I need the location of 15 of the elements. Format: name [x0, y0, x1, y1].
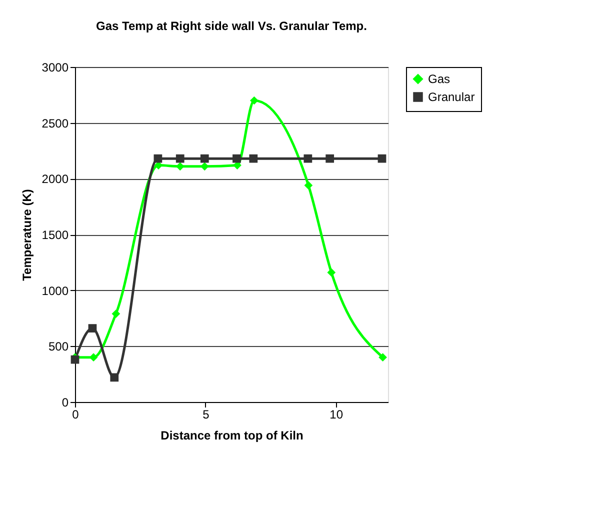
- y-tick-label: 3000: [42, 60, 69, 74]
- x-tick-label: 0: [72, 408, 80, 422]
- y-axis-title: Temperature (K): [20, 189, 34, 281]
- legend-label: Gas: [428, 72, 450, 86]
- legend-label: Granular: [428, 90, 475, 104]
- x-tick-label: 10: [330, 408, 344, 422]
- y-tick-label: 0: [62, 396, 69, 410]
- y-tick-label: 1500: [42, 228, 69, 242]
- chart-title: Gas Temp at Right side wall Vs. Granular Temp.: [96, 19, 367, 33]
- x-axis-title: Distance from top of Kiln: [160, 428, 304, 442]
- y-tick-label: 1000: [42, 284, 69, 298]
- y-tick-label: 500: [48, 340, 69, 354]
- y-tick-label: 2000: [42, 172, 69, 186]
- y-tick-label: 2500: [42, 116, 69, 130]
- x-tick-label: 5: [202, 408, 210, 422]
